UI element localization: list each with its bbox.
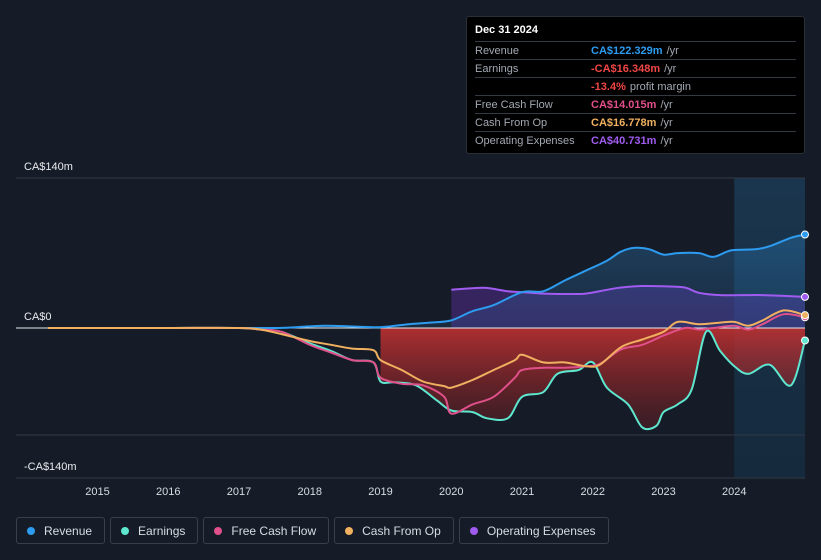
x-tick-2024: 2024	[722, 486, 746, 498]
earnings-line	[48, 326, 806, 431]
legend-item-free-cash-flow[interactable]: Free Cash Flow	[203, 517, 330, 544]
earnings-area	[380, 328, 805, 430]
tooltip-row-label: Operating Expenses	[475, 134, 575, 147]
chart-canvas: CA$140m CA$0 -CA$140m 2015 2016 2017 2018 20…	[16, 161, 809, 498]
tooltip-row: Revenue CA$122.329m/yr	[475, 42, 796, 60]
legend-label: Cash From Op	[362, 523, 441, 538]
legend-item-revenue[interactable]: Revenue	[16, 517, 106, 544]
tooltip-row-value: CA$40.731m	[591, 134, 657, 147]
legend-dot-icon	[469, 526, 478, 535]
legend-dot-icon	[345, 526, 354, 535]
earnings-end-point[interactable]	[801, 336, 809, 345]
tooltip-row-unit: /yr	[664, 62, 677, 75]
tooltip-row-value: CA$16.778m	[591, 116, 657, 129]
legend-dot-icon	[121, 526, 130, 535]
operating-expenses-end-point[interactable]	[801, 292, 809, 301]
x-tick-2019: 2019	[368, 486, 392, 498]
tooltip-row-value: -13.4%	[591, 80, 626, 93]
revenue-line	[48, 233, 806, 330]
legend-label: Free Cash Flow	[231, 523, 317, 538]
tooltip-row-unit: /yr	[666, 44, 679, 57]
x-tick-2022: 2022	[581, 486, 605, 498]
y-label-bottom: -CA$140m	[24, 461, 77, 473]
legend-label: Earnings	[138, 523, 186, 538]
tooltip-row-label: Cash From Op	[475, 116, 548, 129]
tooltip-row-value: CA$122.329m	[591, 44, 663, 57]
tooltip-row-unit: profit margin	[629, 80, 691, 93]
tooltip-date: Dec 31 2024	[475, 24, 796, 42]
tooltip-row-label: Revenue	[475, 44, 520, 57]
x-tick-2015: 2015	[85, 486, 109, 498]
chart-legend: Revenue Earnings Free Cash Flow Cash From O…	[16, 517, 609, 546]
legend-label: Operating Expenses	[486, 523, 596, 538]
y-label-zero: CA$0	[24, 311, 52, 323]
tooltip-row: Cash From Op CA$16.778m/yr	[475, 114, 796, 132]
tooltip-row-label: Earnings	[475, 62, 519, 75]
tooltip-row-unit: /yr	[660, 116, 673, 129]
operating-expenses-line	[451, 284, 806, 298]
data-tooltip: Dec 31 2024 Revenue CA$122.329m/yr Earning…	[466, 16, 805, 154]
tooltip-row-unit: /yr	[660, 134, 673, 147]
legend-item-earnings[interactable]: Earnings	[110, 517, 199, 544]
tooltip-row: Free Cash Flow CA$14.015m/yr	[475, 96, 796, 114]
cash-from-op-end-point[interactable]	[801, 311, 809, 320]
tooltip-row-value: CA$14.015m	[591, 98, 657, 111]
tooltip-row: -13.4% profit margin	[475, 78, 796, 96]
x-tick-2018: 2018	[298, 486, 322, 498]
x-tick-2016: 2016	[156, 486, 180, 498]
x-tick-2023: 2023	[651, 486, 675, 498]
tooltip-row-unit: /yr	[660, 98, 673, 111]
revenue-area	[48, 234, 805, 329]
cash-from-op-line	[48, 309, 806, 389]
tooltip-row: Earnings -CA$16.348m/yr	[475, 60, 796, 78]
x-tick-2017: 2017	[227, 486, 251, 498]
legend-dot-icon	[27, 526, 35, 535]
legend-item-cash-from-op[interactable]: Cash From Op	[334, 517, 454, 544]
tooltip-row-label: Free Cash Flow	[475, 98, 553, 111]
tooltip-row-value: -CA$16.348m	[591, 62, 661, 75]
x-tick-2020: 2020	[439, 486, 463, 498]
legend-dot-icon	[214, 526, 223, 535]
legend-label: Revenue	[44, 523, 93, 538]
revenue-end-point[interactable]	[801, 230, 809, 239]
y-label-top: CA$140m	[24, 161, 73, 173]
legend-item-operating-expenses[interactable]: Operating Expenses	[458, 517, 609, 544]
tooltip-row: Operating Expenses CA$40.731m/yr	[475, 132, 796, 149]
x-tick-2021: 2021	[510, 486, 534, 498]
